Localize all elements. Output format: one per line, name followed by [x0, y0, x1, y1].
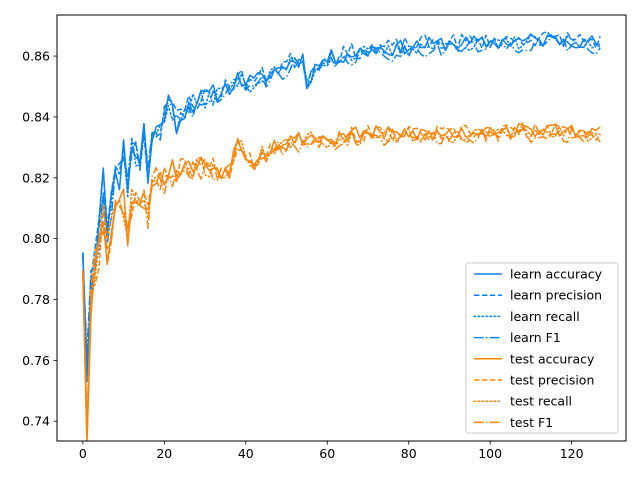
x-tick-label-60: 60 [319, 446, 335, 461]
legend-label-test-recall: test recall [510, 394, 572, 409]
x-tick-label-20: 20 [156, 446, 172, 461]
legend-label-learn-precision: learn precision [510, 288, 602, 303]
x-tick-label-40: 40 [238, 446, 254, 461]
x-axis: 0 20 40 60 80 100 120 [79, 441, 584, 461]
y-tick-label-0-82: 0.82 [22, 170, 50, 185]
x-tick-label-100: 100 [478, 446, 502, 461]
series-line-learn-precision [82, 30, 601, 378]
series-line-test-recall [82, 125, 601, 420]
y-tick-label-0-84: 0.84 [22, 109, 50, 124]
series-line-learn-f1 [82, 36, 601, 354]
y-tick-label-0-86: 0.86 [22, 49, 50, 64]
y-tick-label-0-76: 0.76 [22, 353, 50, 368]
legend-label-learn-accuracy: learn accuracy [510, 267, 603, 282]
legend-label-learn-recall: learn recall [510, 309, 580, 324]
plot-frame [56, 14, 627, 442]
series-line-learn-recall [82, 34, 601, 369]
y-tick-label-0-78: 0.78 [22, 292, 50, 307]
y-tick-label-0-74: 0.74 [22, 414, 50, 429]
legend-box [465, 262, 619, 434]
legend-label-test-f1: test F1 [510, 415, 553, 430]
legend-label-test-accuracy: test accuracy [510, 351, 595, 366]
legend-label-test-precision: test precision [510, 373, 594, 388]
x-tick-label-120: 120 [560, 446, 584, 461]
legend-label-learn-f1: learn F1 [510, 330, 561, 345]
y-tick-label-0-80: 0.80 [22, 231, 50, 246]
series-layer [82, 30, 601, 441]
x-tick-label-0: 0 [79, 446, 87, 461]
y-axis: 0.74 0.76 0.78 0.80 0.82 0.84 0.86 [22, 49, 57, 429]
x-tick-label-80: 80 [401, 446, 417, 461]
legend: learn accuracy learn precision learn recal… [465, 262, 619, 434]
series-line-test-f1 [82, 126, 601, 439]
